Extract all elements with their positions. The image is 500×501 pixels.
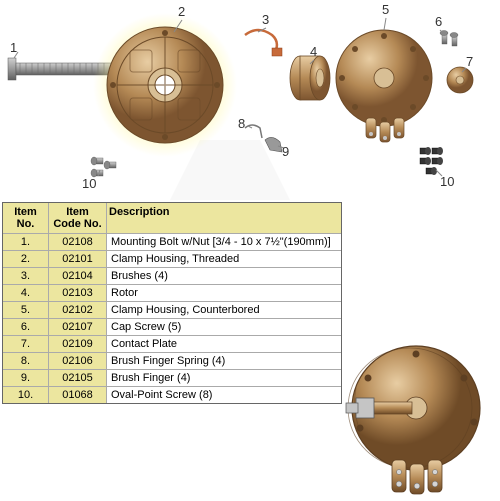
exploded-diagram: 1 2 3 4 5 6 7 8 9 10 10 [0, 0, 500, 200]
part-brush-finger-spring [245, 125, 262, 138]
cell-description: Mounting Bolt w/Nut [3/4 - 10 x 7½"(190m… [107, 234, 341, 250]
table-header-row: Item No. Item Code No. Description [3, 203, 341, 233]
parts-table: Item No. Item Code No. Description 1.021… [2, 202, 342, 404]
header-item-no: Item No. [3, 203, 49, 233]
cell-item-no: 9. [3, 370, 49, 386]
table-body: 1.02108Mounting Bolt w/Nut [3/4 - 10 x 7… [3, 233, 341, 403]
cell-item-code: 02102 [49, 302, 107, 318]
callout-10b: 10 [440, 174, 454, 189]
cell-item-code: 02107 [49, 319, 107, 335]
cell-item-no: 2. [3, 251, 49, 267]
table-row: 9.02105Brush Finger (4) [3, 369, 341, 386]
table-row: 10.01068Oval-Point Screw (8) [3, 386, 341, 403]
table-row: 8.02106Brush Finger Spring (4) [3, 352, 341, 369]
table-row: 7.02109Contact Plate [3, 335, 341, 352]
part-oval-screws-left [91, 157, 116, 177]
header-item-code: Item Code No. [49, 203, 107, 233]
cell-item-no: 7. [3, 336, 49, 352]
cell-item-code: 02106 [49, 353, 107, 369]
callout-3: 3 [262, 12, 269, 27]
cell-item-code: 02105 [49, 370, 107, 386]
table-row: 5.02102Clamp Housing, Counterbored [3, 301, 341, 318]
cell-item-no: 4. [3, 285, 49, 301]
assembled-illustration [316, 336, 496, 496]
table-row: 1.02108Mounting Bolt w/Nut [3/4 - 10 x 7… [3, 233, 341, 250]
part-clamp-housing-counterbored [336, 30, 432, 142]
callout-4: 4 [310, 44, 317, 59]
cell-description: Rotor [107, 285, 341, 301]
cell-item-no: 5. [3, 302, 49, 318]
cell-item-no: 1. [3, 234, 49, 250]
cell-item-code: 02108 [49, 234, 107, 250]
cell-item-no: 10. [3, 387, 49, 403]
table-row: 4.02103Rotor [3, 284, 341, 301]
callout-2: 2 [178, 4, 185, 19]
table-row: 3.02104Brushes (4) [3, 267, 341, 284]
cell-description: Brush Finger (4) [107, 370, 341, 386]
cell-item-code: 02103 [49, 285, 107, 301]
cell-description: Clamp Housing, Threaded [107, 251, 341, 267]
callout-7: 7 [466, 54, 473, 69]
cell-description: Oval-Point Screw (8) [107, 387, 341, 403]
cell-description: Clamp Housing, Counterbored [107, 302, 341, 318]
callout-8: 8 [238, 116, 245, 131]
part-brush-finger [265, 137, 282, 152]
callout-10a: 10 [82, 176, 96, 191]
cell-item-no: 8. [3, 353, 49, 369]
cell-description: Contact Plate [107, 336, 341, 352]
part-contact-plate [447, 67, 473, 93]
cell-item-code: 02109 [49, 336, 107, 352]
cell-item-code: 02101 [49, 251, 107, 267]
callout-1: 1 [10, 40, 17, 55]
callout-5: 5 [382, 2, 389, 17]
cell-item-no: 6. [3, 319, 49, 335]
part-clamp-housing-threaded [93, 13, 237, 157]
callout-6: 6 [435, 14, 442, 29]
cell-description: Cap Screw (5) [107, 319, 341, 335]
cell-item-code: 02104 [49, 268, 107, 284]
cell-description: Brush Finger Spring (4) [107, 353, 341, 369]
cell-item-no: 3. [3, 268, 49, 284]
callout-9: 9 [282, 144, 289, 159]
header-description: Description [107, 203, 341, 233]
cell-description: Brushes (4) [107, 268, 341, 284]
diagram-svg [0, 0, 500, 200]
part-rotor [290, 56, 330, 100]
part-oval-screws-right [420, 147, 443, 175]
table-row: 2.02101Clamp Housing, Threaded [3, 250, 341, 267]
cell-item-code: 01068 [49, 387, 107, 403]
table-row: 6.02107Cap Screw (5) [3, 318, 341, 335]
part-brushes [245, 30, 282, 56]
